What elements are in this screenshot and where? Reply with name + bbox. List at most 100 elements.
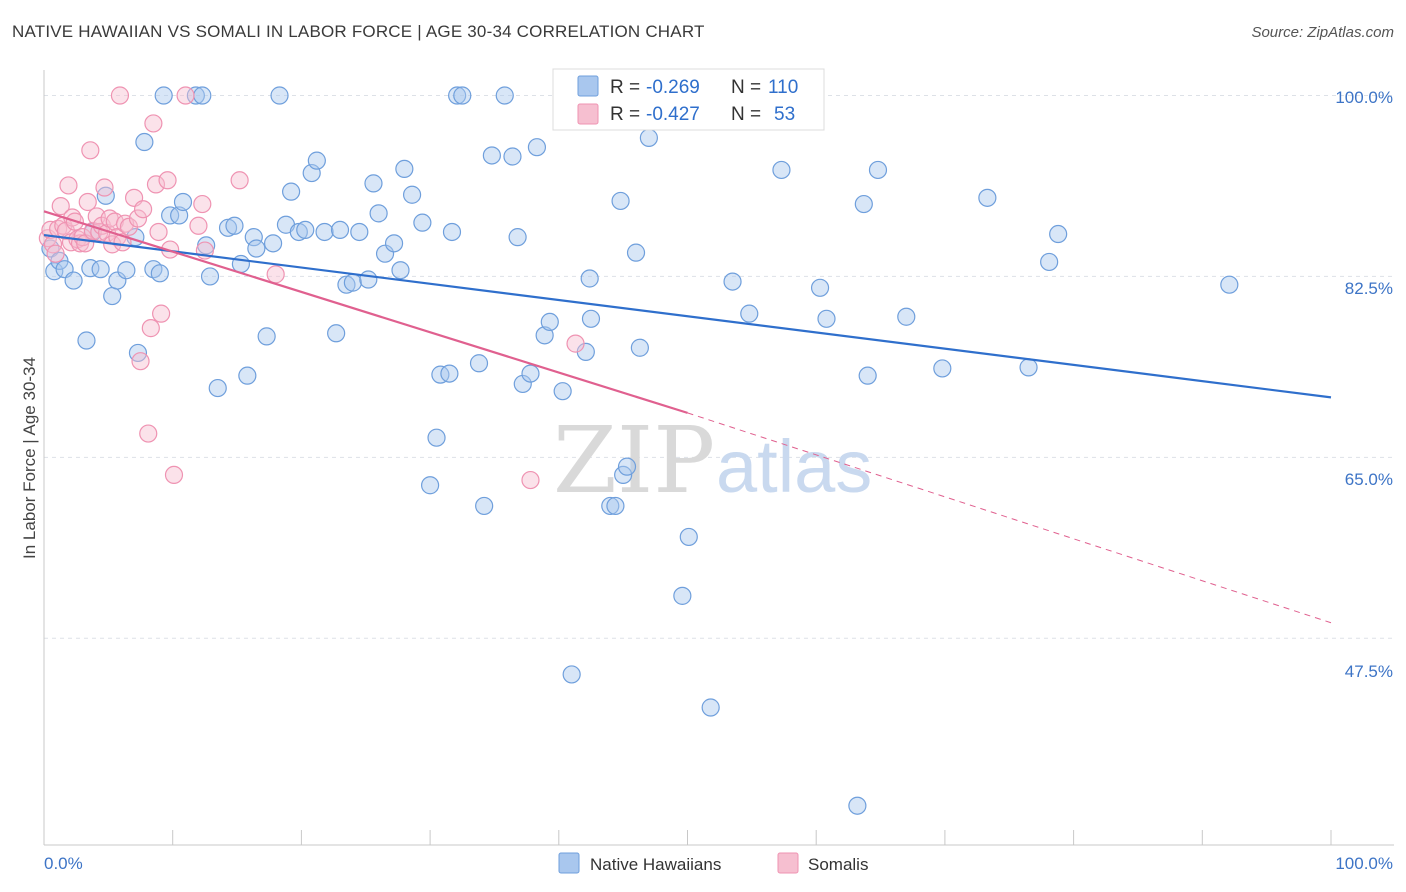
native-hawaiian-point — [413, 213, 432, 232]
native-hawaiian-point — [848, 796, 867, 815]
series-native-hawaiians — [41, 86, 1239, 815]
somali-point — [141, 319, 160, 338]
native-hawaiian-point — [453, 86, 472, 105]
y-tick-labels: 100.0% 82.5% 65.0% 47.5% — [1335, 88, 1393, 681]
x-ticks — [43, 830, 1332, 845]
y-tick-label: 100.0% — [1335, 88, 1393, 107]
native-hawaiian-point — [897, 307, 916, 326]
native-hawaiian-point — [679, 527, 698, 547]
y-axis-title: In Labor Force | Age 30-34 — [20, 357, 39, 559]
native-hawaiian-point — [103, 286, 122, 306]
somali-point — [566, 334, 585, 353]
native-hawaiian-point — [639, 128, 658, 147]
native-hawaiian-point — [244, 228, 263, 247]
native-hawaiian-point — [238, 366, 257, 385]
somali-point — [78, 192, 97, 212]
watermark-atlas: atlas — [716, 425, 872, 508]
somali-point — [230, 171, 249, 190]
somali-point — [59, 176, 78, 195]
native-hawaiian-point — [440, 364, 459, 383]
legend-item-native-hawaiians: Native Hawaiians — [590, 855, 721, 874]
somali-trendline — [43, 210, 688, 414]
native-hawaiian-point — [617, 457, 637, 476]
native-hawaiian-point — [978, 188, 997, 207]
native-hawaiian-point — [527, 138, 547, 157]
native-hawaiian-point — [521, 364, 540, 383]
somali-point — [149, 222, 168, 242]
native-hawaiian-point — [135, 132, 154, 152]
native-hawaiian-point — [581, 309, 601, 328]
native-hawaiian-point — [257, 327, 276, 346]
native-hawaiian-point — [200, 267, 220, 286]
native-hawaiian-point — [606, 496, 625, 516]
legend-r-value-pink: -0.427 — [646, 104, 700, 125]
native-hawaiian-point — [503, 147, 522, 166]
y-tick-label: 65.0% — [1345, 470, 1393, 489]
native-hawaiian-point — [193, 86, 212, 105]
native-hawaiian-point — [475, 496, 494, 516]
native-hawaiian-point — [442, 222, 462, 242]
native-hawaiian-point — [482, 146, 501, 165]
native-hawaiian-point — [402, 185, 422, 204]
native-hawaiian-point — [1220, 275, 1239, 294]
legend-n-label: N = — [731, 77, 761, 98]
y-tick-label: 47.5% — [1345, 662, 1393, 681]
native-hawaiian-point — [395, 159, 414, 179]
native-hawaiian-point — [723, 272, 742, 291]
native-hawaiian-point — [343, 273, 362, 292]
native-hawaiian-trendline — [43, 233, 1332, 399]
native-hawaiian-point — [359, 270, 378, 289]
native-hawaiian-point — [508, 228, 527, 247]
native-hawaiian-point — [740, 304, 759, 323]
native-hawaiian-point — [64, 271, 83, 290]
native-hawaiian-point — [330, 220, 350, 239]
somali-point — [139, 424, 158, 443]
chart-title: NATIVE HAWAIIAN VS SOMALI IN LABOR FORCE… — [12, 22, 705, 41]
somali-point — [133, 200, 153, 219]
native-hawaiian-point — [77, 331, 96, 350]
native-hawaiian-point — [421, 476, 440, 495]
legend-bottom-swatch-pink — [777, 852, 799, 874]
legend-item-somalis: Somalis — [808, 855, 868, 874]
native-hawaiian-point — [307, 151, 326, 170]
native-hawaiian-point — [701, 698, 720, 717]
native-hawaiian-point — [1040, 252, 1059, 272]
native-hawaiian-point — [108, 271, 127, 290]
native-hawaiian-point — [364, 174, 383, 193]
somali-point — [164, 465, 184, 485]
native-hawaiian-point — [933, 359, 952, 378]
native-hawaiian-point — [580, 269, 599, 288]
native-hawaiian-point — [495, 86, 514, 105]
somali-point — [144, 114, 163, 133]
native-hawaiian-point — [427, 428, 446, 447]
native-hawaiian-point — [186, 86, 205, 105]
native-hawaiian-point — [562, 665, 581, 684]
somali-point — [83, 221, 103, 241]
native-hawaiian-point — [854, 194, 873, 214]
legend-stats: R = -0.269 N = 110 R = -0.427 N = 53 — [552, 68, 825, 131]
somali-point — [158, 171, 177, 190]
native-hawaiian-point — [391, 261, 410, 280]
legend-n-label: N = — [731, 104, 761, 125]
somali-point — [521, 470, 540, 490]
native-hawaiian-point — [375, 244, 395, 263]
somali-point — [46, 244, 65, 263]
x-tick-label-min: 0.0% — [44, 854, 83, 873]
somali-point — [81, 141, 100, 160]
somali-point — [51, 197, 70, 216]
native-hawaiian-point — [296, 220, 315, 239]
native-hawaiian-point — [1019, 358, 1038, 377]
somali-point — [189, 216, 208, 235]
somali-point — [95, 178, 114, 197]
native-hawaiian-point — [315, 222, 334, 242]
native-hawaiian-point — [858, 366, 877, 385]
somali-point — [152, 304, 171, 323]
somali-point — [146, 175, 166, 194]
legend-n-value-blue: 110 — [768, 77, 798, 98]
native-hawaiian-point — [350, 222, 369, 242]
somali-point — [193, 194, 212, 214]
native-hawaiian-point — [150, 264, 169, 283]
legend-swatch-blue — [577, 75, 599, 97]
